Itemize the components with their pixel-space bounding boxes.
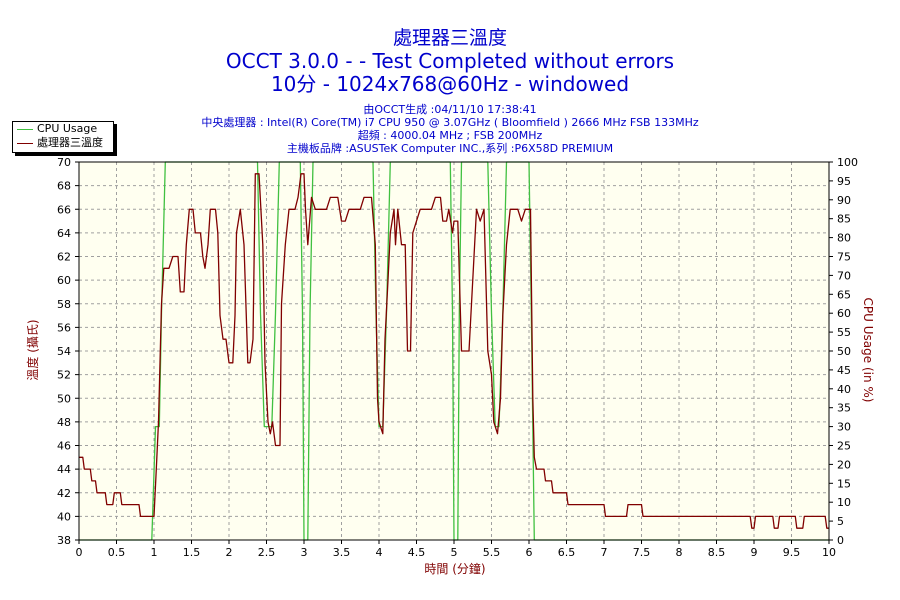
y-left-tick-label: 52 <box>57 369 71 382</box>
y-right-tick-label: 15 <box>837 477 851 490</box>
legend-item-temperature: 處理器三溫度 <box>13 136 113 150</box>
y-right-tick-label: 5 <box>837 515 844 528</box>
x-tick-label: 0.5 <box>108 546 126 559</box>
x-tick-label: 7.5 <box>633 546 651 559</box>
y-axis-left-label: 溫度 (攝氏) <box>25 319 40 380</box>
y-right-tick-label: 20 <box>837 458 851 471</box>
chart-subtitle-2: 10分 - 1024x768@60Hz - windowed <box>270 72 630 96</box>
info-overclock: 超頻 : 4000.04 MHz ; FSB 200MHz <box>357 129 543 142</box>
y-right-tick-label: 80 <box>837 232 851 245</box>
x-tick-label: 2.5 <box>258 546 276 559</box>
y-right-tick-label: 95 <box>837 175 851 188</box>
x-tick-label: 8.5 <box>708 546 726 559</box>
x-tick-label: 1 <box>151 546 158 559</box>
y-left-tick-label: 38 <box>57 534 71 547</box>
y-left-tick-label: 56 <box>57 321 71 334</box>
y-right-tick-label: 35 <box>837 402 851 415</box>
legend-label-temperature: 處理器三溫度 <box>37 136 103 149</box>
y-right-tick-label: 100 <box>837 156 858 169</box>
chart-subtitle-1: OCCT 3.0.0 - - Test Completed without er… <box>225 49 675 73</box>
x-tick-label: 2 <box>226 546 233 559</box>
y-left-tick-label: 46 <box>57 440 71 453</box>
y-right-tick-label: 45 <box>837 364 851 377</box>
y-right-tick-label: 10 <box>837 496 851 509</box>
y-axis-right-label: CPU Usage (in %) <box>861 298 875 403</box>
y-left-tick-label: 60 <box>57 274 71 287</box>
x-tick-label: 8 <box>676 546 683 559</box>
x-tick-label: 4.5 <box>408 546 426 559</box>
y-left-tick-label: 40 <box>57 510 71 523</box>
series-line-temperature <box>79 173 829 529</box>
y-left-tick-label: 50 <box>57 392 71 405</box>
legend: CPU Usage 處理器三溫度 <box>12 121 114 153</box>
legend-swatch-cpu-usage <box>17 129 33 130</box>
legend-label-cpu-usage: CPU Usage <box>37 122 98 135</box>
x-tick-label: 10 <box>822 546 836 559</box>
y-right-tick-label: 60 <box>837 307 851 320</box>
y-left-tick-label: 70 <box>57 156 71 169</box>
y-right-tick-label: 25 <box>837 440 851 453</box>
x-tick-label: 1.5 <box>183 546 201 559</box>
x-tick-label: 5.5 <box>483 546 501 559</box>
series-layer <box>79 161 829 541</box>
y-left-tick-label: 42 <box>57 487 71 500</box>
chart-title: 處理器三溫度 <box>392 27 507 49</box>
x-tick-label: 4 <box>376 546 383 559</box>
y-left-tick-label: 66 <box>57 203 71 216</box>
x-axis-label: 時間 (分鐘) <box>424 561 485 576</box>
y-left-tick-label: 62 <box>57 251 71 264</box>
y-right-tick-label: 65 <box>837 288 851 301</box>
y-left-tick-label: 58 <box>57 298 71 311</box>
y-right-tick-label: 40 <box>837 383 851 396</box>
x-tick-label: 6 <box>526 546 533 559</box>
y-right-tick-label: 55 <box>837 326 851 339</box>
x-tick-label: 9 <box>751 546 758 559</box>
x-tick-label: 0 <box>76 546 83 559</box>
y-left-tick-label: 54 <box>57 345 71 358</box>
info-generated: 由OCCT生成 :04/11/10 17:38:41 <box>363 103 537 116</box>
x-tick-label: 6.5 <box>558 546 576 559</box>
y-right-tick-label: 0 <box>837 534 844 547</box>
legend-swatch-temperature <box>17 143 33 144</box>
x-tick-label: 3 <box>301 546 308 559</box>
y-right-tick-label: 90 <box>837 194 851 207</box>
info-cpu: 中央處理器 : Intel(R) Core(TM) i7 CPU 950 @ 3… <box>201 116 699 129</box>
y-left-tick-label: 64 <box>57 227 71 240</box>
y-right-tick-label: 70 <box>837 269 851 282</box>
info-motherboard: 主機板品牌 :ASUSTeK Computer INC.,系列 :P6X58D … <box>286 142 614 155</box>
y-right-tick-label: 50 <box>837 345 851 358</box>
x-tick-label: 5 <box>451 546 458 559</box>
y-right-tick-label: 85 <box>837 213 851 226</box>
tick-layer: 0 0.5 1 1.5 2 2.5 3 3.5 4 4.5 5 5.5 6 6.5 7 7.5 8 8.5 9 9.5… <box>57 156 858 559</box>
y-left-tick-label: 68 <box>57 180 71 193</box>
y-left-tick-label: 48 <box>57 416 71 429</box>
y-left-tick-label: 44 <box>57 463 71 476</box>
y-right-tick-label: 30 <box>837 421 851 434</box>
legend-item-cpu-usage: CPU Usage <box>13 122 113 136</box>
y-right-tick-label: 75 <box>837 251 851 264</box>
x-tick-label: 9.5 <box>783 546 801 559</box>
x-tick-label: 3.5 <box>333 546 351 559</box>
x-tick-label: 7 <box>601 546 608 559</box>
